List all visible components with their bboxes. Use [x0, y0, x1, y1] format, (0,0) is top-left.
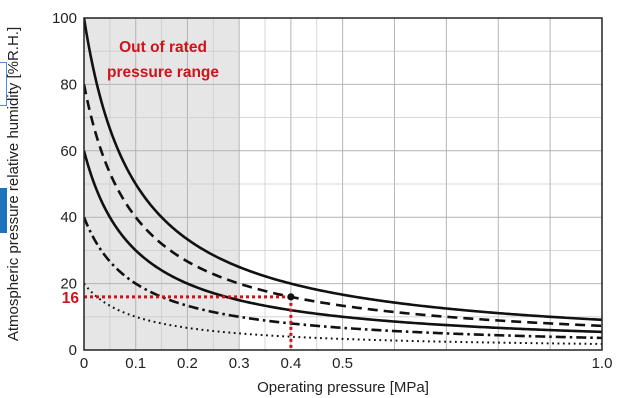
example-point-label: 16: [62, 290, 80, 307]
x-tick-label: 0.1: [125, 355, 146, 372]
edge-tab-blue: [0, 188, 7, 233]
y-tick-label: 80: [60, 76, 77, 93]
x-tick-label: 1.0: [592, 355, 613, 372]
series-line-2: [84, 84, 602, 328]
gridlines: [84, 18, 602, 350]
shade-label-line-2: pressure range: [107, 64, 219, 81]
x-tick-label: 0.2: [177, 355, 198, 372]
x-tick-label: 0: [80, 355, 88, 372]
y-tick-label: 60: [60, 143, 77, 160]
x-tick-label: 0.4: [280, 355, 301, 372]
y-tick-label: 0: [69, 342, 77, 359]
series-line-1: [84, 18, 602, 322]
example-guides: [84, 293, 295, 350]
series-line-3: [84, 150, 602, 334]
x-tick-label: 0.3: [229, 355, 250, 372]
x-tick-labels: 0 0.1 0.2 0.3 0.4 0.5 1.0: [80, 355, 613, 372]
plot-frame: [83, 17, 603, 351]
shade-label-line-1: Out of rated: [119, 39, 207, 56]
y-axis-label: Atmospheric pressure relative humidity […: [5, 27, 22, 341]
y-tick-label: 100: [52, 10, 77, 27]
edge-tab-outline: [0, 62, 7, 106]
x-tick-label: 0.5: [332, 355, 353, 372]
series-line-5: [84, 282, 602, 345]
series-group: [84, 18, 602, 345]
example-point-marker: [287, 293, 295, 301]
y-tick-label: 40: [60, 209, 77, 226]
x-axis-label: Operating pressure [MPa]: [257, 379, 429, 396]
y-tick-label: 20: [60, 276, 77, 293]
series-line-4: [84, 216, 602, 340]
y-tick-labels: 0 20 40 60 80 100: [52, 10, 77, 359]
